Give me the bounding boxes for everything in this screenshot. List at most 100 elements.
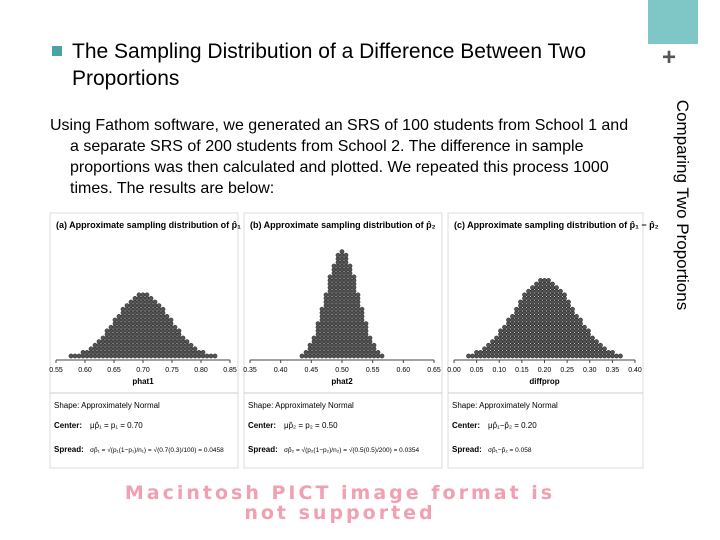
- dot: [558, 288, 563, 294]
- dot: [339, 249, 345, 254]
- tick-label: 0.65: [427, 367, 441, 374]
- tick-label: 0.65: [107, 367, 121, 374]
- dot: [112, 317, 118, 323]
- plus-mark: +: [662, 44, 677, 71]
- dot: [343, 252, 349, 258]
- dot: [586, 328, 591, 334]
- dot: [212, 353, 218, 359]
- dot: [526, 288, 531, 294]
- tick-label: 0.85: [223, 367, 237, 374]
- dot: [315, 321, 321, 326]
- panel-title: (a) Approximate sampling distribution of…: [56, 220, 241, 230]
- dot: [180, 335, 186, 341]
- dot: [570, 306, 575, 312]
- slide-title: The Sampling Distribution of a Differenc…: [72, 40, 586, 90]
- dot: [172, 324, 178, 330]
- dot: [606, 350, 611, 355]
- dot: [566, 299, 571, 305]
- dot: [84, 350, 90, 355]
- dot: [176, 328, 182, 334]
- shape: Shape: Approximately Normal: [54, 401, 160, 410]
- variable-name: phat1: [132, 377, 154, 386]
- tick-label: 0.70: [136, 367, 150, 374]
- tick-label: 0.30: [583, 367, 597, 374]
- dot: [534, 281, 539, 287]
- dot: [76, 353, 82, 359]
- dot: [188, 342, 194, 348]
- dot: [494, 335, 499, 341]
- tick-label: 0.55: [366, 367, 380, 374]
- dot: [486, 342, 491, 348]
- dot: [514, 306, 519, 312]
- dot: [124, 303, 130, 308]
- dot: [327, 274, 333, 280]
- spread-label: Spread:: [54, 445, 84, 454]
- dot: [562, 292, 567, 298]
- dot: [379, 353, 385, 359]
- dot: [184, 339, 190, 344]
- tick-label: 0.00: [447, 367, 461, 374]
- dot: [550, 281, 555, 287]
- dot: [92, 342, 98, 348]
- tick-label: 0.60: [78, 367, 92, 374]
- dot: [72, 353, 78, 359]
- tick-label: 0.40: [628, 367, 642, 374]
- tick-label: 0.60: [397, 367, 411, 374]
- variable-name: phat2: [331, 377, 353, 386]
- dot: [88, 346, 94, 352]
- dot: [192, 346, 198, 352]
- dot: [470, 353, 475, 359]
- dot: [152, 299, 158, 305]
- variable-name: diffprop: [529, 377, 559, 386]
- shape: Shape: Approximately Normal: [248, 401, 354, 410]
- dot: [355, 292, 361, 298]
- center: μp̂₁ = p₁ = 0.70: [90, 421, 143, 430]
- dot: [136, 292, 142, 298]
- dot: [347, 263, 353, 269]
- spread: σp̂₂ = √(p₂(1−p₂)/n₂) = √(0.5(0.5)/200) …: [284, 446, 419, 454]
- center-label: Center:: [248, 421, 276, 430]
- dot: [490, 339, 495, 344]
- spread: σp̂₁ = √(p₁(1−p₁)/n₁) = √(0.7(0.3)/100) …: [90, 446, 224, 454]
- dot: [522, 292, 527, 298]
- dot: [594, 339, 599, 344]
- dot: [610, 350, 615, 355]
- dot: [590, 335, 595, 341]
- tick-label: 0.50: [335, 367, 349, 374]
- dot: [104, 328, 110, 334]
- tick-label: 0.35: [243, 367, 257, 374]
- tick-label: 0.80: [194, 367, 208, 374]
- spread: σp̂₁−p̂₂ = 0.058: [488, 447, 532, 454]
- panel-title: (b) Approximate sampling distribution of…: [250, 220, 436, 230]
- tick-label: 0.55: [49, 367, 63, 374]
- tick-label: 0.05: [470, 367, 484, 374]
- tick-label: 0.15: [515, 367, 529, 374]
- dot: [132, 296, 138, 301]
- tick-label: 0.10: [492, 367, 506, 374]
- dot: [466, 353, 471, 359]
- dot: [108, 324, 114, 330]
- dot: [482, 346, 487, 352]
- tick-label: 0.35: [606, 367, 620, 374]
- tick-label: 0.45: [305, 367, 319, 374]
- dot: [363, 321, 369, 326]
- dot: [208, 353, 214, 359]
- center-label: Center:: [452, 421, 480, 430]
- unsupported-image: Macintosh PICT image format is not suppo…: [124, 482, 556, 524]
- dot: [148, 296, 154, 301]
- dot: [116, 314, 122, 319]
- tick-label: 0.25: [560, 367, 574, 374]
- dot: [367, 335, 373, 341]
- dot: [299, 353, 305, 359]
- dot: [614, 353, 619, 359]
- dot: [371, 342, 377, 348]
- spread-label: Spread:: [248, 445, 278, 454]
- dot: [100, 335, 106, 341]
- dot: [96, 339, 102, 344]
- dot: [474, 350, 479, 355]
- body-text: Using Fathom software, we generated an S…: [50, 117, 629, 197]
- center-label: Center:: [54, 421, 82, 430]
- dot: [196, 350, 202, 355]
- dot: [80, 350, 86, 355]
